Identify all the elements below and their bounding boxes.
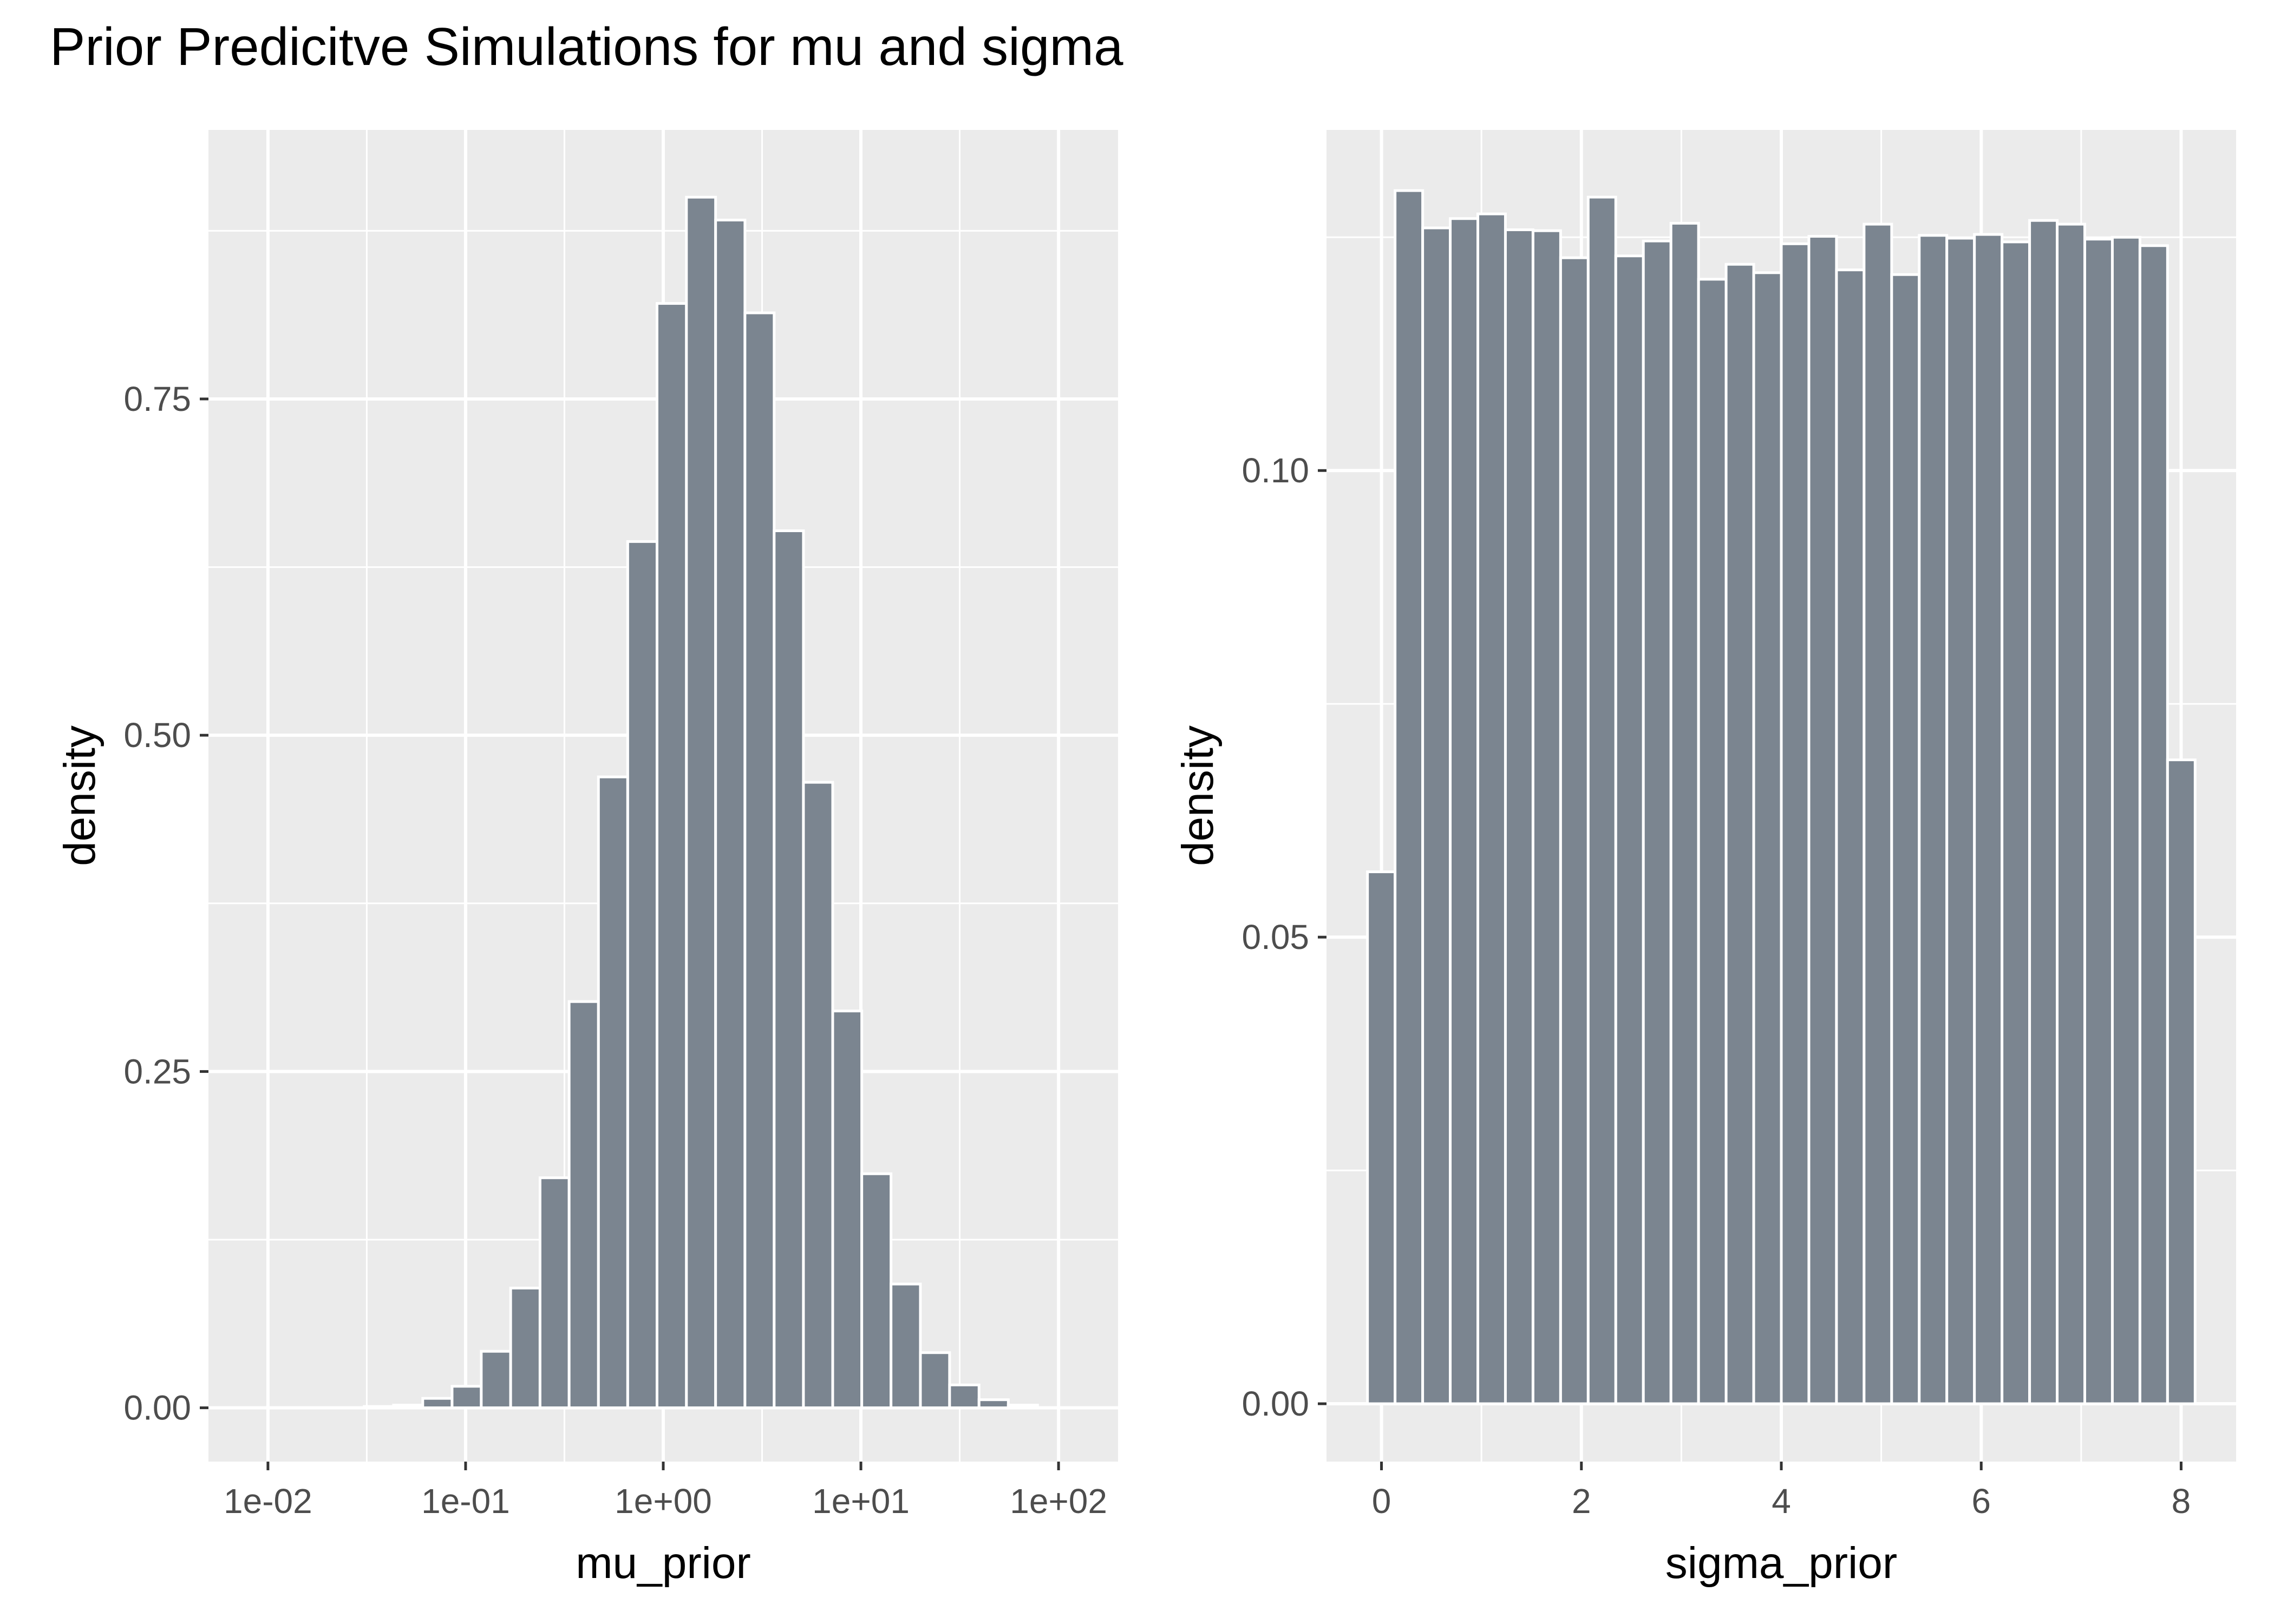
mu-y-axis-title: density — [55, 725, 104, 866]
sigma-bar-21 — [1945, 237, 1976, 1405]
mu-bar-8 — [450, 1385, 483, 1410]
mu-bar-19 — [773, 529, 805, 1410]
mu-bar-22 — [860, 1172, 893, 1410]
sigma-bar-1 — [1394, 189, 1424, 1405]
mu-bar-12 — [567, 1000, 600, 1410]
mu-bar-26 — [977, 1398, 1010, 1410]
figure-title: Prior Predicitve Simulations for mu and … — [50, 17, 1123, 76]
sigma-bar-6 — [1531, 229, 1562, 1405]
sigma-bar-4 — [1476, 212, 1507, 1405]
mu-x-tick-label: 1e+01 — [812, 1482, 910, 1521]
sigma-bar-5 — [1504, 228, 1534, 1405]
sigma-bar-14 — [1752, 271, 1783, 1405]
mu-bar-14 — [626, 540, 658, 1410]
sigma-bar-7 — [1559, 256, 1590, 1405]
mu-bar-23 — [890, 1282, 922, 1410]
mu-bar-9 — [480, 1350, 512, 1410]
sigma-x-tick-label: 8 — [2172, 1482, 2191, 1521]
mu-bar-21 — [831, 1010, 864, 1410]
sigma-bar-26 — [2083, 238, 2114, 1405]
sigma-bar-16 — [1807, 235, 1838, 1405]
sigma-axes: 0 2 4 6 8 0.00 0.05 0.10 — [1241, 451, 2191, 1521]
sigma-gridlines — [1327, 130, 2236, 1462]
sigma-bar-17 — [1835, 269, 1866, 1405]
mu-x-tick-label: 1e-01 — [421, 1482, 510, 1521]
sigma-x-tick-label: 6 — [1971, 1482, 1991, 1521]
mu-bar-25 — [948, 1383, 981, 1410]
mu-bar-24 — [919, 1351, 951, 1410]
sigma-bar-29 — [2166, 758, 2197, 1405]
sigma-bar-9 — [1614, 254, 1645, 1405]
mu-bar-27 — [1007, 1404, 1039, 1410]
mu-bar-6 — [392, 1404, 424, 1410]
mu-bar-20 — [802, 781, 834, 1410]
mu-y-tick-label: 0.50 — [123, 716, 191, 755]
mu-bars — [363, 195, 1039, 1410]
sigma-bar-2 — [1421, 226, 1452, 1405]
mu-bar-10 — [509, 1286, 541, 1410]
sigma-bar-12 — [1697, 278, 1728, 1405]
mu-bar-11 — [538, 1176, 571, 1410]
mu-bar-7 — [421, 1397, 454, 1410]
sigma-bar-22 — [1973, 233, 2004, 1405]
mu-x-axis-title: mu_prior — [576, 1538, 751, 1588]
sigma-bar-0 — [1366, 870, 1397, 1405]
sigma-bar-8 — [1586, 195, 1617, 1405]
sigma-x-tick-label: 2 — [1572, 1482, 1591, 1521]
mu-bar-13 — [597, 775, 629, 1410]
sigma-bar-28 — [2138, 244, 2169, 1405]
mu-bar-17 — [714, 218, 747, 1410]
sigma-bars — [1366, 189, 2197, 1405]
mu-x-tick-label: 1e+02 — [1010, 1482, 1107, 1521]
sigma-bar-13 — [1724, 263, 1755, 1405]
sigma-bar-24 — [2028, 219, 2059, 1405]
sigma-bar-19 — [1890, 273, 1921, 1405]
mu-prior-histogram: 1e-02 1e-01 1e+00 1e+01 1e+02 0.00 0.25 0.50 0.7… — [55, 130, 1118, 1588]
sigma-bar-25 — [2056, 222, 2086, 1405]
mu-bar-16 — [685, 195, 717, 1410]
mu-axes: 1e-02 1e-01 1e+00 1e+01 1e+02 0.00 0.25 0.50 0.7… — [123, 379, 1107, 1521]
sigma-panel-background — [1327, 130, 2236, 1462]
sigma-bar-3 — [1449, 217, 1480, 1405]
sigma-y-tick-label: 0.00 — [1241, 1384, 1309, 1423]
mu-y-tick-label: 0.25 — [123, 1052, 191, 1091]
sigma-x-axis-title: sigma_prior — [1665, 1538, 1897, 1588]
sigma-x-tick-label: 4 — [1772, 1482, 1791, 1521]
mu-bar-18 — [743, 311, 776, 1410]
sigma-bar-23 — [2001, 240, 2031, 1405]
mu-y-tick-label: 0.00 — [123, 1389, 191, 1427]
sigma-bar-11 — [1669, 221, 1700, 1405]
sigma-bar-10 — [1642, 239, 1672, 1405]
mu-bar-5 — [363, 1405, 395, 1410]
mu-x-tick-label: 1e-02 — [224, 1482, 312, 1521]
mu-bar-15 — [655, 302, 688, 1410]
sigma-bar-27 — [2110, 235, 2141, 1405]
sigma-y-tick-label: 0.10 — [1241, 451, 1309, 490]
sigma-y-axis-title: density — [1173, 725, 1223, 866]
mu-y-tick-label: 0.75 — [123, 379, 191, 418]
sigma-y-tick-label: 0.05 — [1241, 918, 1309, 957]
mu-x-tick-label: 1e+00 — [615, 1482, 712, 1521]
sigma-bar-15 — [1780, 242, 1811, 1405]
sigma-bar-18 — [1863, 222, 1893, 1405]
sigma-x-tick-label: 0 — [1372, 1482, 1391, 1521]
sigma-bar-20 — [1918, 234, 1949, 1405]
